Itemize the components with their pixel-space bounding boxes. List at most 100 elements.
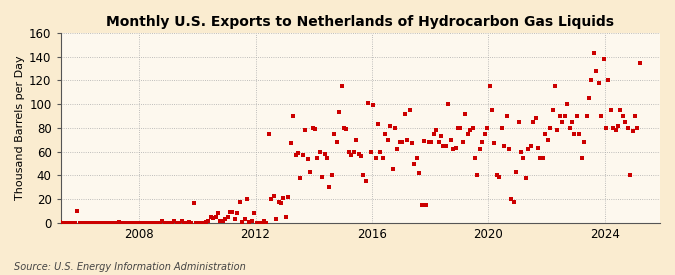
Point xyxy=(310,127,321,131)
Point xyxy=(298,153,308,157)
Point xyxy=(399,111,410,116)
Point xyxy=(547,108,558,112)
Point xyxy=(523,147,534,152)
Point xyxy=(227,210,238,214)
Point xyxy=(196,221,207,225)
Point xyxy=(84,221,95,225)
Point xyxy=(96,221,107,225)
Point xyxy=(446,138,456,142)
Point xyxy=(560,114,570,118)
Point xyxy=(394,140,405,144)
Point xyxy=(138,221,148,225)
Point xyxy=(467,126,478,130)
Point xyxy=(406,141,417,145)
Point xyxy=(605,108,616,112)
Point xyxy=(458,140,468,144)
Point xyxy=(377,155,388,160)
Point xyxy=(242,197,252,201)
Point xyxy=(315,149,325,154)
Point xyxy=(601,126,612,130)
Point xyxy=(392,147,403,152)
Point xyxy=(593,81,604,85)
Point xyxy=(91,221,102,225)
Point xyxy=(280,215,291,219)
Point xyxy=(72,209,83,213)
Point xyxy=(60,221,71,225)
Point xyxy=(411,155,422,160)
Point xyxy=(261,221,272,225)
Point xyxy=(491,173,502,178)
Point xyxy=(414,171,425,175)
Point xyxy=(373,122,383,127)
Point xyxy=(322,155,333,160)
Point xyxy=(203,218,214,223)
Point xyxy=(283,195,294,199)
Point xyxy=(353,152,364,156)
Point xyxy=(286,141,296,145)
Point xyxy=(494,174,505,179)
Point xyxy=(118,221,129,225)
Point xyxy=(404,108,415,112)
Point xyxy=(251,221,262,225)
Point xyxy=(74,221,85,225)
Point xyxy=(312,155,323,160)
Point xyxy=(423,140,434,144)
Point xyxy=(155,221,165,225)
Point xyxy=(239,217,250,222)
Point xyxy=(184,219,194,224)
Point xyxy=(213,211,223,216)
Point xyxy=(339,126,350,130)
Point xyxy=(304,170,315,174)
Point xyxy=(409,161,420,166)
Point xyxy=(99,221,109,225)
Point xyxy=(382,138,393,142)
Point xyxy=(324,185,335,189)
Point xyxy=(574,132,585,136)
Point xyxy=(275,200,286,205)
Point xyxy=(161,221,172,225)
Point xyxy=(348,149,359,154)
Point xyxy=(586,78,597,82)
Point xyxy=(302,156,313,161)
Point xyxy=(210,215,221,219)
Point xyxy=(140,221,151,225)
Point xyxy=(501,114,512,118)
Point xyxy=(595,114,606,118)
Point xyxy=(336,84,347,89)
Point xyxy=(188,200,199,205)
Point xyxy=(230,217,240,222)
Point xyxy=(126,221,136,225)
Point xyxy=(455,126,466,130)
Point xyxy=(566,120,577,124)
Point xyxy=(520,175,531,180)
Point xyxy=(479,132,490,136)
Point xyxy=(128,221,138,225)
Point xyxy=(94,221,105,225)
Point xyxy=(460,111,470,116)
Point xyxy=(569,132,580,136)
Point xyxy=(147,221,158,225)
Point xyxy=(171,221,182,225)
Point xyxy=(385,123,396,128)
Point xyxy=(132,221,143,225)
Point xyxy=(205,215,216,219)
Point xyxy=(115,221,126,225)
Text: Source: U.S. Energy Information Administration: Source: U.S. Energy Information Administ… xyxy=(14,262,245,272)
Point xyxy=(208,216,219,220)
Point xyxy=(181,221,192,225)
Point xyxy=(453,126,464,130)
Point xyxy=(164,221,175,225)
Point xyxy=(464,128,475,133)
Point xyxy=(581,114,592,118)
Point xyxy=(79,221,90,225)
Point xyxy=(70,221,80,225)
Point xyxy=(564,126,575,130)
Point xyxy=(173,221,184,225)
Point xyxy=(249,211,260,216)
Point xyxy=(232,211,243,216)
Point xyxy=(489,141,500,145)
Point xyxy=(576,155,587,160)
Point xyxy=(429,132,439,136)
Point xyxy=(603,78,614,82)
Point xyxy=(557,120,568,124)
